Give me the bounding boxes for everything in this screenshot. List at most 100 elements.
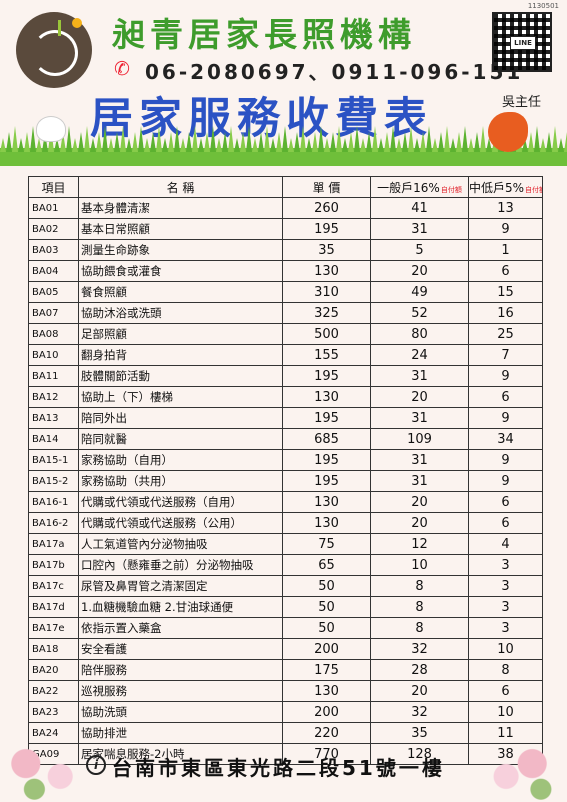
cell-code: BA17e xyxy=(28,617,79,639)
cell-price: 130 xyxy=(282,680,371,702)
cell-code: BA12 xyxy=(28,386,79,408)
cell-name: 依指示置入藥盒 xyxy=(78,617,283,639)
cell-low-income-copay: 3 xyxy=(468,575,543,597)
grass-blade xyxy=(84,126,90,152)
cell-price: 65 xyxy=(282,554,371,576)
grass-blade xyxy=(534,126,540,152)
fee-table-container: 項目 名 稱 單 價 一般戶16%自付額 中低戶5%自付額 BA01基本身體清潔… xyxy=(28,176,543,765)
cell-price: 195 xyxy=(282,218,371,240)
cell-name: 測量生命跡象 xyxy=(78,239,283,261)
header-name: 名 稱 xyxy=(78,176,283,198)
grass-blade xyxy=(330,132,336,152)
cell-name: 巡視服務 xyxy=(78,680,283,702)
cell-price: 200 xyxy=(282,701,371,723)
grass-blade xyxy=(462,126,468,152)
grass-blade xyxy=(234,138,240,152)
cell-price: 220 xyxy=(282,722,371,744)
cell-name: 家務協助（自用） xyxy=(78,449,283,471)
cell-general-copay: 80 xyxy=(370,323,469,345)
cell-code: BA17b xyxy=(28,554,79,576)
grass-blade xyxy=(444,126,450,152)
table-row: BA23 協助洗頭 200 32 10 xyxy=(28,701,543,723)
table-row: BA15-1 家務協助（自用） 195 31 9 xyxy=(28,449,543,471)
grass-blade xyxy=(390,126,396,152)
table-row: BA20 陪伴服務 175 28 8 xyxy=(28,659,543,681)
cell-price: 310 xyxy=(282,281,371,303)
grass-blade xyxy=(162,138,168,152)
header-price: 單 價 xyxy=(282,176,371,198)
cell-name: 家務協助（共用） xyxy=(78,470,283,492)
table-row: BA14 陪同就醫 685 109 34 xyxy=(28,428,543,450)
grass-blade xyxy=(72,138,78,152)
grass-blade xyxy=(192,126,198,152)
cell-code: BA17d xyxy=(28,596,79,618)
cell-low-income-copay: 3 xyxy=(468,596,543,618)
grass-blade xyxy=(174,126,180,152)
cell-general-copay: 8 xyxy=(370,617,469,639)
grass-blade xyxy=(402,132,408,152)
grass-blade xyxy=(138,126,144,152)
grass-blade xyxy=(144,138,150,152)
cell-low-income-copay: 3 xyxy=(468,554,543,576)
cell-general-copay: 128 xyxy=(370,743,469,765)
cell-low-income-copay: 13 xyxy=(468,197,543,219)
cell-code: BA17a xyxy=(28,533,79,555)
cell-general-copay: 32 xyxy=(370,638,469,660)
grass-blade xyxy=(522,138,528,152)
cell-name: 協助上（下）樓梯 xyxy=(78,386,283,408)
grass-blade xyxy=(66,126,72,152)
grass-blade xyxy=(408,126,414,152)
grass-blade xyxy=(552,126,558,152)
cell-name: 居家喘息服務-2小時 xyxy=(78,743,283,765)
cell-code: BA08 xyxy=(28,323,79,345)
grass-blade xyxy=(228,126,234,152)
flower-decoration-left xyxy=(0,738,86,802)
cell-code: BA04 xyxy=(28,260,79,282)
cell-general-copay: 35 xyxy=(370,722,469,744)
cell-low-income-copay: 9 xyxy=(468,365,543,387)
table-row: BA07 協助沐浴或洗頭 325 52 16 xyxy=(28,302,543,324)
cell-name: 人工氣道管內分泌物抽吸 xyxy=(78,533,283,555)
cell-code: BA14 xyxy=(28,428,79,450)
grass-blade xyxy=(168,132,174,152)
cell-name: 肢體關節活動 xyxy=(78,365,283,387)
table-row: BA17b 口腔內（懸雍垂之前）分泌物抽吸 65 10 3 xyxy=(28,554,543,576)
grass-blade xyxy=(90,138,96,152)
org-name: 昶青居家長照機構 xyxy=(112,15,416,54)
grass-blade xyxy=(426,126,432,152)
address: 台南市東區東光路二段51號一樓 xyxy=(112,756,445,780)
cell-low-income-copay: 34 xyxy=(468,428,543,450)
cell-general-copay: 20 xyxy=(370,680,469,702)
header-low: 中低戶5%自付額 xyxy=(468,176,543,198)
header-code: 項目 xyxy=(28,176,79,198)
qr-code[interactable]: LINE xyxy=(492,12,552,72)
grass-blade xyxy=(24,132,30,152)
cell-price: 75 xyxy=(282,533,371,555)
table-row: BA10 翻身拍背 155 24 7 xyxy=(28,344,543,366)
qr-line-label: LINE xyxy=(510,36,536,50)
cell-name: 協助排泄 xyxy=(78,722,283,744)
cell-general-copay: 49 xyxy=(370,281,469,303)
grass-blade xyxy=(78,132,84,152)
grass-blade xyxy=(132,132,138,152)
cell-low-income-copay: 8 xyxy=(468,659,543,681)
table-row: BA24 協助排泄 220 35 11 xyxy=(28,722,543,744)
table-row: BA05 餐食照顧 310 49 15 xyxy=(28,281,543,303)
cell-name: 基本身體清潔 xyxy=(78,197,283,219)
cell-name: 陪伴服務 xyxy=(78,659,283,681)
grass-blade xyxy=(12,126,18,152)
cell-name: 協助餵食或灌食 xyxy=(78,260,283,282)
cell-name: 陪同外出 xyxy=(78,407,283,429)
contact-person: 吳主任 xyxy=(502,95,542,110)
table-row: BA12 協助上（下）樓梯 130 20 6 xyxy=(28,386,543,408)
cell-low-income-copay: 6 xyxy=(468,260,543,282)
cell-price: 130 xyxy=(282,260,371,282)
grass-blade xyxy=(366,132,372,152)
grass-blade xyxy=(378,138,384,152)
cell-general-copay: 8 xyxy=(370,596,469,618)
grass-blade xyxy=(474,132,480,152)
grass-blade xyxy=(60,132,66,152)
cell-price: 195 xyxy=(282,449,371,471)
squirrel-illustration xyxy=(488,112,528,152)
cell-price: 50 xyxy=(282,596,371,618)
